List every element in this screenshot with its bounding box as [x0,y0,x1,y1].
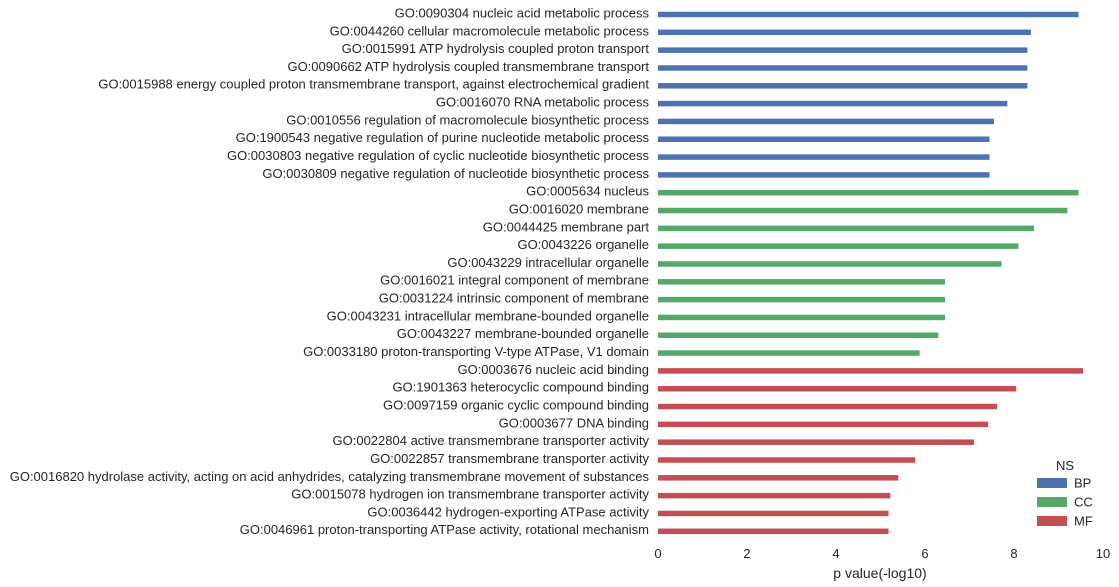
category-label: GO:1900543 negative regulation of purine… [236,130,650,145]
category-label: GO:0003677 DNA binding [499,415,649,430]
category-label: GO:0033180 proton-transporting V-type AT… [303,344,649,359]
bar-mf [658,492,891,499]
bar-cc [658,350,920,356]
bar-mf [658,439,974,445]
legend-title: NS [1056,458,1074,473]
bar-mf [658,510,889,517]
legend-items: BP CC MF [1037,475,1093,528]
category-label: GO:0022857 transmembrane transporter act… [370,451,649,466]
bars-group [658,11,1083,535]
x-tick-label: 10 [1096,546,1110,561]
legend-swatch-mf [1037,516,1067,526]
category-label: GO:0043226 organelle [517,237,649,252]
bar-bp [658,100,1008,107]
category-label: GO:0090662 ATP hydrolysis coupled transm… [287,59,649,74]
bar-mf [658,403,998,410]
bar-bp [658,154,990,160]
bar-bp [658,47,1028,53]
bar-bp [658,65,1028,71]
category-label: GO:0016820 hydrolase activity, acting on… [10,469,650,484]
category-label: GO:0097159 organic cyclic compound bindi… [383,397,649,412]
category-label: GO:0043227 membrane-bounded organelle [397,326,649,341]
bar-mf [658,385,1017,392]
bar-cc [658,261,1002,267]
bar-mf [658,475,899,481]
legend: NS BP CC MF [1037,458,1093,528]
bar-cc [658,243,1019,249]
bar-mf [658,457,916,463]
category-label: GO:0015988 energy coupled proton transme… [98,77,649,92]
category-label: GO:0016070 RNA metabolic process [436,95,650,110]
category-label: GO:0043231 intracellular membrane-bounde… [327,308,649,323]
bar-cc [658,225,1035,232]
category-label: GO:0010556 regulation of macromolecule b… [286,112,649,127]
legend-swatch-bp [1037,478,1067,488]
x-tick-label: 2 [743,546,750,561]
bar-bp [658,118,994,125]
category-label: GO:0016021 integral component of membran… [380,273,649,288]
bar-bp [658,11,1079,18]
x-tick-label: 6 [921,546,928,561]
legend-label-cc: CC [1074,494,1093,509]
bar-cc [658,189,1079,196]
category-label: GO:0022804 active transmembrane transpor… [333,433,650,448]
category-label: GO:0046961 proton-transporting ATPase ac… [240,522,649,537]
bar-mf [658,421,989,428]
category-label: GO:0044425 membrane part [483,219,650,234]
bar-cc [658,279,946,285]
category-label: GO:0036442 hydrogen-exporting ATPase act… [367,504,649,519]
bar-cc [658,296,946,303]
category-label: GO:0030803 negative regulation of cyclic… [227,148,650,163]
category-label: GO:0003676 nucleic acid binding [457,362,649,377]
category-label: GO:1901363 heterocyclic compound binding [392,380,649,395]
bar-cc [658,332,939,339]
category-label: GO:0016020 membrane [509,201,649,216]
x-tick-label: 4 [832,546,839,561]
bar-bp [658,83,1028,89]
category-label: GO:0044260 cellular macromolecule metabo… [330,23,650,38]
category-label: GO:0090304 nucleic acid metabolic proces… [395,5,650,20]
bar-bp [658,136,990,142]
category-label: GO:0030809 negative regulation of nucleo… [262,166,649,181]
bar-bp [658,29,1031,36]
category-label: GO:0015991 ATP hydrolysis coupled proton… [342,41,650,56]
category-label: GO:0043229 intracellular organelle [447,255,649,270]
x-axis-title: p value(-log10) [833,565,926,581]
legend-label-mf: MF [1074,513,1093,528]
bar-cc [658,207,1068,214]
bar-bp [658,172,990,178]
bar-mf [658,368,1083,374]
legend-swatch-cc [1037,497,1067,507]
x-tick-label: 0 [654,546,661,561]
category-labels: GO:0090304 nucleic acid metabolic proces… [10,5,650,537]
x-axis-ticks: 0 2 4 6 8 10 [654,546,1110,561]
bar-mf [658,528,889,535]
legend-label-bp: BP [1074,475,1091,490]
category-label: GO:0031224 intrinsic component of membra… [379,291,649,306]
category-label: GO:0015078 hydrogen ion transmembrane tr… [291,487,649,502]
category-label: GO:0005634 nucleus [526,184,649,199]
x-tick-label: 8 [1010,546,1017,561]
bar-cc [658,314,946,321]
